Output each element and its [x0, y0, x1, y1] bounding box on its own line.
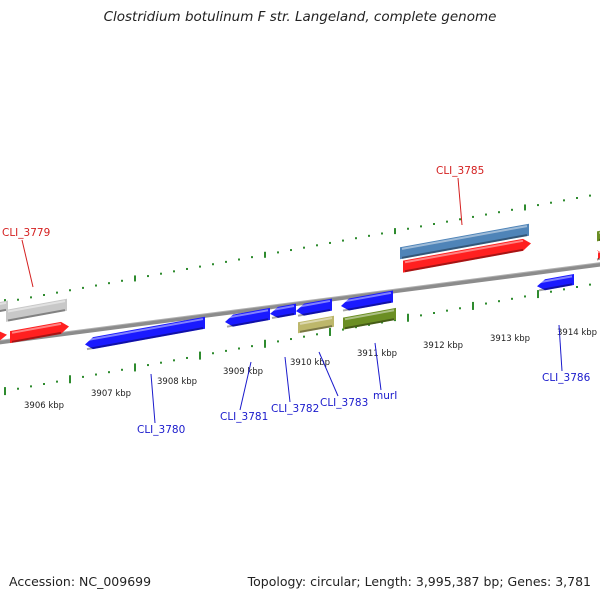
gene-label[interactable]: CLI_3785 — [436, 165, 484, 177]
gene-label[interactable]: murI — [373, 390, 397, 402]
gene-gray-highlight — [7, 300, 66, 313]
gene-cli-3786-body — [537, 274, 574, 291]
gene-gray-partial[interactable] — [0, 300, 8, 314]
map-title: Clostridium botulinum F str. Langeland, … — [103, 9, 497, 25]
gene-label-leader — [318, 351, 339, 397]
gene-cli-3785-body — [403, 238, 531, 273]
gene-cli-3786-highlight — [538, 275, 573, 284]
gene-cli-3785-shadow — [404, 248, 524, 273]
scale-label: 3911 kbp — [357, 349, 397, 359]
gene-cli-3783[interactable] — [296, 298, 332, 317]
gene-label-leader — [374, 342, 382, 391]
gene-gray[interactable] — [6, 298, 67, 322]
gene-steel-highlight — [401, 225, 528, 250]
gene-label-leader — [21, 239, 34, 288]
gene-label-leader — [558, 324, 563, 372]
gene-olive-partial-body — [597, 230, 600, 242]
gene-cli-3779-shadow — [11, 331, 62, 343]
gene-cli-3780-highlight — [86, 318, 204, 342]
gene-khaki-shadow — [299, 325, 333, 333]
gene-cli-3785[interactable] — [403, 238, 531, 273]
gene-cli-3786-shadow — [538, 283, 573, 292]
gene-cli-3782[interactable] — [270, 303, 296, 319]
gene-khaki-body — [298, 315, 334, 334]
gene-cli-3779-highlight — [11, 322, 62, 334]
gene-label-leader — [457, 177, 463, 226]
gene-khaki[interactable] — [298, 315, 334, 334]
gene-label-leader — [150, 373, 156, 424]
gene-steel[interactable] — [400, 223, 529, 260]
scale-label: 3906 kbp — [24, 401, 64, 411]
gene-cli-3780-shadow — [86, 327, 204, 351]
gene-olive-shadow — [344, 318, 395, 330]
gene-cli-3783-body — [296, 298, 332, 316]
gene-cli-3782-body — [270, 303, 296, 318]
scale-label: 3910 kbp — [290, 358, 330, 368]
scale-label: 3908 kbp — [157, 377, 197, 387]
gene-olive-body — [343, 307, 396, 330]
accession-text: Accession: NC_009699 — [9, 574, 152, 589]
gene-label[interactable]: CLI_3780 — [137, 424, 185, 436]
gene-label-leader — [284, 356, 291, 403]
gene-cli-3781[interactable] — [225, 307, 270, 328]
gene-khaki-highlight — [299, 317, 333, 325]
gene-muri-shadow — [342, 300, 392, 312]
genome-backbone — [0, 262, 600, 345]
gene-cli-3779-body — [10, 321, 69, 344]
gene-gray-partial-shadow — [0, 308, 7, 313]
gene-muri-highlight — [342, 291, 392, 303]
gene-cli-3781-shadow — [226, 318, 269, 328]
gene-cli-3782-shadow — [271, 313, 295, 319]
gene-red-partial[interactable] — [0, 331, 7, 343]
gene-olive[interactable] — [343, 307, 396, 330]
gene-cli-3781-body — [225, 307, 270, 327]
gene-cli-3782-highlight — [271, 305, 295, 311]
gene-cli-3781-highlight — [226, 309, 269, 319]
gene-steel-shadow — [401, 234, 528, 259]
gene-cli-3779[interactable] — [10, 321, 69, 344]
gene-cli-3780-body — [85, 316, 205, 350]
gene-cli-3783-shadow — [297, 308, 331, 317]
gene-gray-partial-body — [0, 300, 8, 313]
scale-label: 3909 kbp — [223, 367, 263, 377]
gene-red-partial-body — [0, 331, 7, 341]
gene-olive-highlight — [344, 309, 395, 321]
genome-backbone-highlight — [0, 262, 600, 341]
gene-muri-body — [341, 290, 393, 311]
gene-label-leader — [239, 361, 252, 411]
gene-cli-3780[interactable] — [85, 316, 205, 351]
scale-label: 3913 kbp — [490, 334, 530, 344]
gene-cli-3785-highlight — [404, 239, 524, 264]
gene-gray-body — [6, 298, 67, 322]
gene-red-edge-body — [597, 250, 600, 261]
gene-label[interactable]: CLI_3783 — [320, 397, 368, 409]
gene-label[interactable]: CLI_3779 — [2, 227, 50, 239]
gene-muri[interactable] — [341, 290, 393, 312]
gene-label[interactable]: CLI_3781 — [220, 411, 268, 423]
gene-cli-3786[interactable] — [537, 274, 574, 292]
scale-label: 3912 kbp — [423, 341, 463, 351]
scale-label: 3914 kbp — [557, 328, 597, 338]
gene-gray-shadow — [7, 309, 66, 322]
gene-gray-partial-highlight — [0, 301, 7, 306]
genome-info-text: Topology: circular; Length: 3,995,387 bp… — [247, 574, 591, 589]
gene-label[interactable]: CLI_3786 — [542, 372, 591, 384]
gene-steel-body — [400, 223, 529, 260]
gene-label[interactable]: CLI_3782 — [271, 403, 319, 415]
scale-label: 3907 kbp — [91, 389, 131, 399]
gene-cli-3783-highlight — [297, 299, 331, 308]
